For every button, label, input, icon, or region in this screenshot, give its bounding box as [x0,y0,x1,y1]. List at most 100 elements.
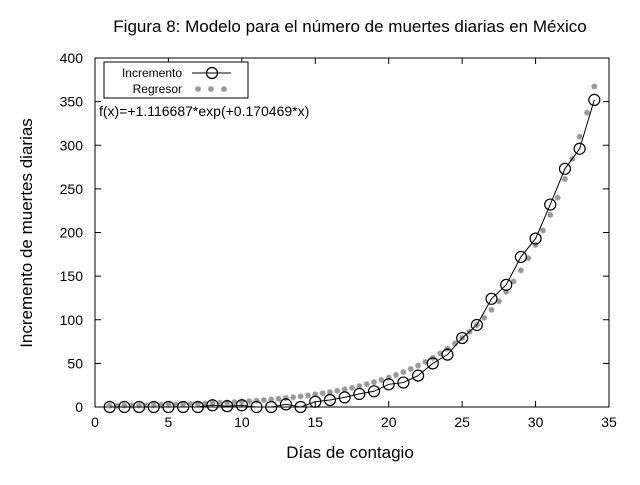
y-tick-label: 350 [60,94,84,110]
incremento-point [323,393,337,407]
incremento-point [250,400,263,414]
incremento-point [441,348,454,361]
incremento-point [118,400,131,414]
regresor-point [326,389,333,396]
x-tick-label: 0 [91,414,99,430]
regresor-point [407,365,414,372]
incremento-point [294,400,307,414]
legend-marker-regresor [195,86,227,92]
y-tick-label: 250 [60,181,84,197]
regresor-point [510,278,517,285]
regresor-point [547,211,554,218]
incremento-point [206,399,219,412]
incremento-point [309,395,322,408]
regresor-point [260,397,267,404]
chart-title: Figura 8: Modelo para el número de muert… [113,17,586,36]
incremento-point [426,357,439,370]
x-tick-label: 35 [601,414,617,430]
regresor-point [400,369,407,376]
regresor-point [583,109,590,116]
regresor-point [231,399,238,406]
incremento-point [235,399,248,412]
incremento-series [103,93,601,414]
y-tick-label: 300 [60,137,84,153]
x-tick-label: 20 [381,414,397,430]
y-tick-label: 0 [75,399,83,415]
regresor-point [393,371,400,378]
incremento-point [132,400,146,414]
incremento-point [147,400,160,414]
incremento-point [353,387,366,401]
incremento-point [397,376,410,389]
incremento-point [177,400,190,414]
x-tick-label: 25 [454,414,470,430]
x-tick-label: 5 [165,414,173,430]
regresor-point [187,401,194,408]
incremento-point [103,400,116,414]
y-tick-label: 50 [67,355,83,371]
incremento-point [265,400,278,414]
regresor-point [591,83,598,90]
regresor-point [488,306,495,313]
y-tick-label: 100 [60,312,84,328]
incremento-point [456,331,469,345]
incremento-point [411,369,425,382]
x-tick-label: 30 [528,414,544,430]
incremento-point [221,400,234,413]
regresor-point [378,376,385,383]
regresor-point [334,387,341,394]
regresor-point [290,394,297,401]
regresor-point [561,176,568,183]
legend-asterisk [221,86,227,92]
legend: Incremento Regresor [103,61,249,99]
regresor-point [495,298,502,305]
y-tick-label: 400 [60,50,84,66]
legend-asterisk [208,86,214,92]
regresor-point [349,384,355,391]
regresor-point [180,401,187,408]
legend-label-incremento: Incremento [122,66,182,80]
regresor-point [121,402,128,409]
incremento-point [279,398,293,411]
incremento-point [485,292,498,305]
incremento-point [544,198,557,211]
regresor-point [576,133,583,140]
incremento-point [470,318,483,332]
incremento-point [162,400,175,414]
regresor-point [150,402,157,409]
regresor-point [246,398,253,405]
y-axis-label: Incremento de muertes diarias [17,118,36,348]
regresor-series [106,83,598,409]
regresor-point [319,390,326,397]
legend-label-regresor: Regresor [133,82,182,96]
regresor-point [106,402,113,409]
incremento-point [573,142,586,155]
legend-marker-incremento [205,66,219,80]
regresor-point [275,395,282,402]
y-tick-label: 150 [60,268,84,284]
formula-annotation: f(x)=+1.116687*exp(+0.170469*x) [99,103,309,119]
regresor-point [304,392,311,399]
regresor-point [253,397,260,404]
regresor-point [282,395,289,402]
regresor-point [415,362,422,369]
regresor-point [554,194,561,201]
y-tick-label: 200 [60,225,84,241]
regresor-point [297,393,304,400]
regresor-point [371,379,378,386]
regresor-point [532,241,539,248]
incremento-point [367,385,381,398]
x-tick-label: 10 [234,414,250,430]
x-tick-label: 15 [307,414,323,430]
incremento-point [191,400,204,414]
incremento-point [514,250,527,264]
incremento-point [500,278,513,291]
incremento-line [109,99,595,408]
regresor-point [539,227,546,234]
incremento-point [558,162,572,175]
regresor-point [481,314,488,321]
incremento-point [382,378,395,391]
incremento-point [338,391,351,404]
